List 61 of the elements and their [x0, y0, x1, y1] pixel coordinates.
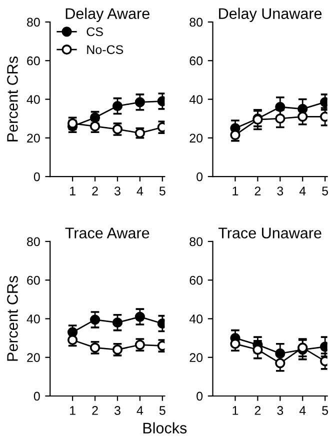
chart-title: Trace Unaware	[218, 228, 322, 238]
legend-label: CS	[86, 27, 103, 36]
point	[112, 100, 123, 112]
y-tick-label: 40	[189, 314, 203, 324]
y-tick-label: 40	[26, 314, 40, 324]
y-tick-label: 80	[190, 237, 203, 246]
y-tick-label: 0	[34, 392, 40, 401]
y-tick-label: 60	[190, 56, 203, 66]
point	[90, 314, 100, 325]
point	[275, 348, 286, 359]
y-tick-label: 20	[27, 353, 40, 362]
y-tick-label: 20	[27, 134, 40, 143]
y-tick-label: 20	[190, 353, 203, 362]
x-tick-label: 2	[254, 186, 261, 196]
x-tick-label: 5	[159, 186, 166, 196]
point	[275, 114, 286, 124]
x-tick-label: 1	[232, 406, 238, 415]
x-axis-title: Blocks	[143, 422, 187, 434]
chart-title: Trace Aware	[65, 228, 150, 238]
y-tick-label: 40	[26, 95, 40, 104]
x-tick-label: 4	[136, 406, 144, 415]
x-tick-label: 5	[322, 186, 328, 196]
x-tick-label: 2	[92, 406, 98, 415]
point	[134, 97, 146, 108]
x-tick-label: 1	[70, 406, 76, 415]
y-tick-label: 60	[27, 56, 40, 66]
point	[298, 104, 308, 114]
y-tick-label: 40	[189, 95, 203, 104]
point	[275, 102, 286, 112]
y-tick-label: 80	[27, 18, 40, 27]
x-tick-label: 4	[299, 406, 306, 415]
x-tick-label: 5	[322, 406, 328, 415]
x-tick-label: 3	[114, 406, 120, 415]
legend-label: No-CS	[87, 45, 124, 54]
x-tick-label: 3	[114, 186, 120, 196]
y-tick-label: 60	[27, 276, 40, 285]
x-tick-label: 3	[277, 406, 284, 415]
chart-title: Delay Aware	[66, 8, 150, 22]
y-tick-label: 60	[190, 276, 203, 285]
point	[298, 112, 308, 122]
x-tick-label: 2	[254, 406, 261, 415]
y-tick-label: 0	[196, 392, 203, 401]
y-axis-title: Percent CRs	[7, 56, 18, 142]
x-tick-label: 4	[299, 186, 306, 196]
x-tick-label: 4	[136, 186, 144, 196]
y-tick-label: 80	[27, 237, 40, 246]
y-tick-label: 20	[190, 134, 203, 143]
point	[112, 318, 123, 328]
y-tick-label: 80	[190, 18, 203, 27]
y-tick-label: 0	[34, 172, 40, 182]
x-tick-label: 3	[277, 186, 284, 196]
x-tick-label: 2	[92, 186, 98, 196]
x-tick-label: 1	[232, 186, 238, 196]
y-tick-label: 0	[196, 172, 203, 182]
point	[252, 344, 263, 355]
point	[275, 358, 286, 368]
chart-title: Delay Unaware	[219, 8, 322, 22]
y-axis-title: Percent CRs	[7, 276, 18, 361]
point	[134, 312, 146, 322]
x-tick-label: 5	[159, 406, 166, 415]
x-tick-label: 1	[70, 186, 76, 196]
